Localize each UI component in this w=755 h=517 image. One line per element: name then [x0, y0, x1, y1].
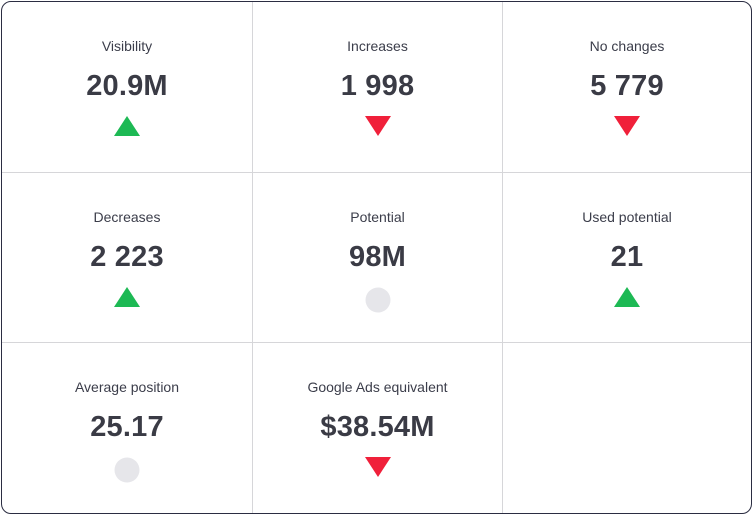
metric-cell-google-ads-equivalent: Google Ads equivalent $38.54M — [253, 343, 503, 513]
metric-label: Visibility — [101, 38, 153, 54]
triangle-up-icon — [613, 286, 641, 308]
metric-value: 2 223 — [90, 241, 164, 273]
metric-label: Potential — [350, 209, 405, 225]
metric-cell-no-changes: No changes 5 779 — [503, 2, 751, 173]
metric-label: Used potential — [582, 209, 672, 225]
metric-label: No changes — [589, 38, 665, 54]
metric-cell-used-potential: Used potential 21 — [503, 173, 751, 343]
metric-cell-decreases: Decreases 2 223 — [2, 173, 253, 343]
empty-cell — [503, 343, 751, 513]
metric-value: 5 779 — [590, 70, 664, 102]
metric-value: 21 — [610, 241, 644, 273]
metric-value: 1 998 — [340, 70, 415, 102]
metric-value: $38.54M — [320, 411, 435, 443]
circle-neutral-icon — [113, 457, 141, 483]
metric-cell-increases: Increases 1 998 — [253, 2, 503, 173]
triangle-down-icon — [613, 115, 641, 137]
metric-value: 98M — [348, 241, 406, 273]
metric-label: Average position — [74, 379, 180, 395]
triangle-up-icon — [113, 286, 141, 308]
triangle-down-icon — [364, 115, 392, 137]
metric-value: 20.9M — [86, 70, 168, 102]
metric-cell-average-position: Average position 25.17 — [2, 343, 253, 513]
circle-neutral-icon — [364, 287, 392, 313]
metric-label: Decreases — [93, 209, 161, 225]
triangle-up-icon — [113, 115, 141, 137]
metric-cell-visibility: Visibility 20.9M — [2, 2, 253, 173]
triangle-down-icon — [364, 456, 392, 478]
metric-label: Increases — [347, 38, 408, 54]
metric-label: Google Ads equivalent — [307, 379, 448, 395]
metric-cell-potential: Potential 98M — [253, 173, 503, 343]
metric-value: 25.17 — [90, 411, 164, 443]
